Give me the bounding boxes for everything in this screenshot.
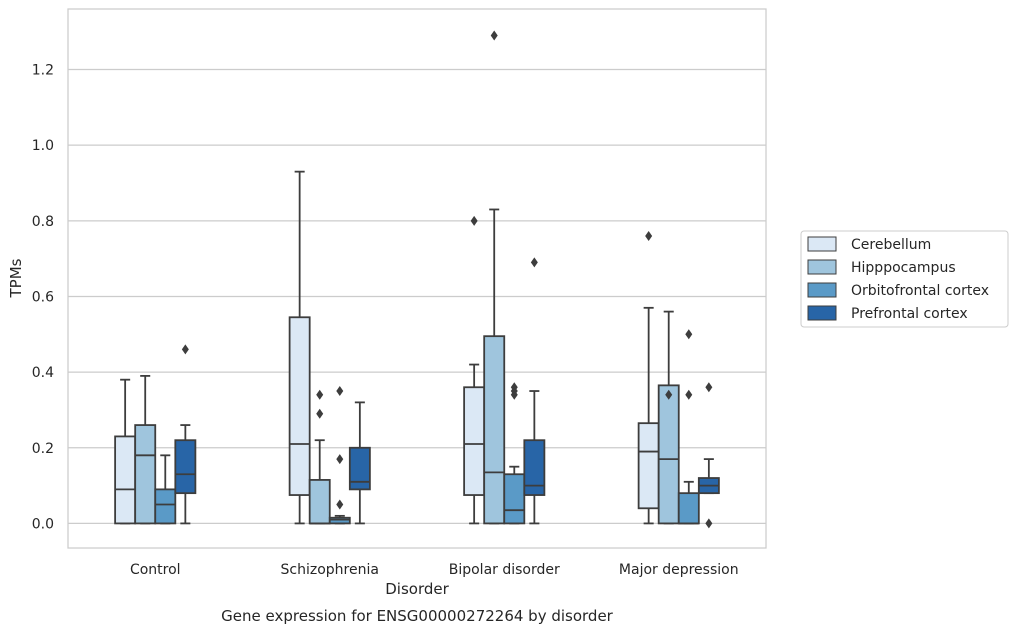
plot-frame <box>67 8 767 549</box>
box-iqr <box>288 316 311 496</box>
box-iqr <box>503 473 526 525</box>
box-2-1 <box>483 30 506 525</box>
y-tick-label: 1.2 <box>32 63 54 79</box>
x-tick-label: Control <box>130 562 181 578</box>
y-axis-title: TPMs <box>7 258 25 298</box>
outlier-point <box>490 30 498 41</box>
box-0-2 <box>154 454 177 525</box>
box-1-0 <box>288 170 311 525</box>
box-2-2 <box>503 382 526 525</box>
legend-label: Orbitofrontal cortex <box>851 283 989 299</box>
x-axis-title: Disorder <box>385 580 449 598</box>
outlier-point <box>645 230 653 241</box>
outlier-point <box>336 386 344 397</box>
box-1-3 <box>348 401 371 525</box>
outlier-point <box>316 408 324 419</box>
box-iqr <box>637 422 660 510</box>
box-3-1 <box>657 310 680 525</box>
box-layer <box>114 30 720 529</box>
outlier-point <box>705 518 713 529</box>
y-tick-label: 0.6 <box>32 289 54 305</box>
legend-swatch <box>807 259 837 275</box>
legend-label: Cerebellum <box>851 237 931 253</box>
box-0-0 <box>114 378 137 525</box>
x-tick-label: Major depression <box>619 562 739 578</box>
legend: Cerebellum Hipppocampus Orbitofrontal cort… <box>800 230 1009 328</box>
box-0-3 <box>174 344 197 525</box>
y-tick-label: 0.2 <box>32 441 54 457</box>
x-tick-label: Bipolar disorder <box>449 562 560 578</box>
box-iqr <box>114 435 137 525</box>
box-0-1 <box>134 374 157 525</box>
outlier-point <box>510 382 518 393</box>
box-iqr <box>134 424 157 525</box>
box-iqr <box>523 439 546 496</box>
box-iqr <box>154 488 177 525</box>
x-tick-label: Schizophrenia <box>281 562 379 578</box>
box-iqr <box>328 516 351 525</box>
box-iqr <box>657 384 680 525</box>
outlier-point <box>530 257 538 268</box>
x-tick-labels: Control Schizophrenia Bipolar disorder Majo… <box>130 562 739 578</box>
outlier-point <box>685 329 693 340</box>
legend-swatch <box>807 282 837 298</box>
outlier-point <box>336 454 344 465</box>
legend-frame <box>800 230 1009 328</box>
box-3-3 <box>697 382 720 529</box>
box-iqr <box>483 335 506 525</box>
chart-caption: Gene expression for ENSG00000272264 by d… <box>221 607 614 625</box>
box-3-2 <box>677 329 700 525</box>
legend-label: Prefrontal cortex <box>851 306 968 322</box>
box-iqr <box>174 439 197 495</box>
legend-swatch <box>807 305 837 321</box>
box-1-2 <box>328 386 351 525</box>
box-iqr <box>677 492 700 525</box>
box-iqr <box>308 479 331 525</box>
outlier-point <box>181 344 189 355</box>
y-tick-label: 0.0 <box>32 516 54 532</box>
y-tick-labels: 0.0 0.2 0.4 0.6 0.8 1.0 1.2 <box>32 63 54 533</box>
legend-swatch <box>807 236 837 252</box>
outlier-point <box>470 215 478 226</box>
box-iqr <box>348 446 371 491</box>
legend-label: Hipppocampus <box>851 260 956 276</box>
outlier-point <box>665 389 673 400</box>
outlier-point <box>316 389 324 400</box>
box-iqr <box>463 386 486 496</box>
box-2-3 <box>523 257 546 525</box>
y-tick-label: 1.0 <box>32 138 54 154</box>
box-1-1 <box>308 389 331 525</box>
outlier-point <box>705 382 713 393</box>
outlier-point <box>685 389 693 400</box>
y-tick-label: 0.4 <box>32 365 54 381</box>
outlier-point <box>336 499 344 510</box>
y-tick-label: 0.8 <box>32 214 54 230</box>
